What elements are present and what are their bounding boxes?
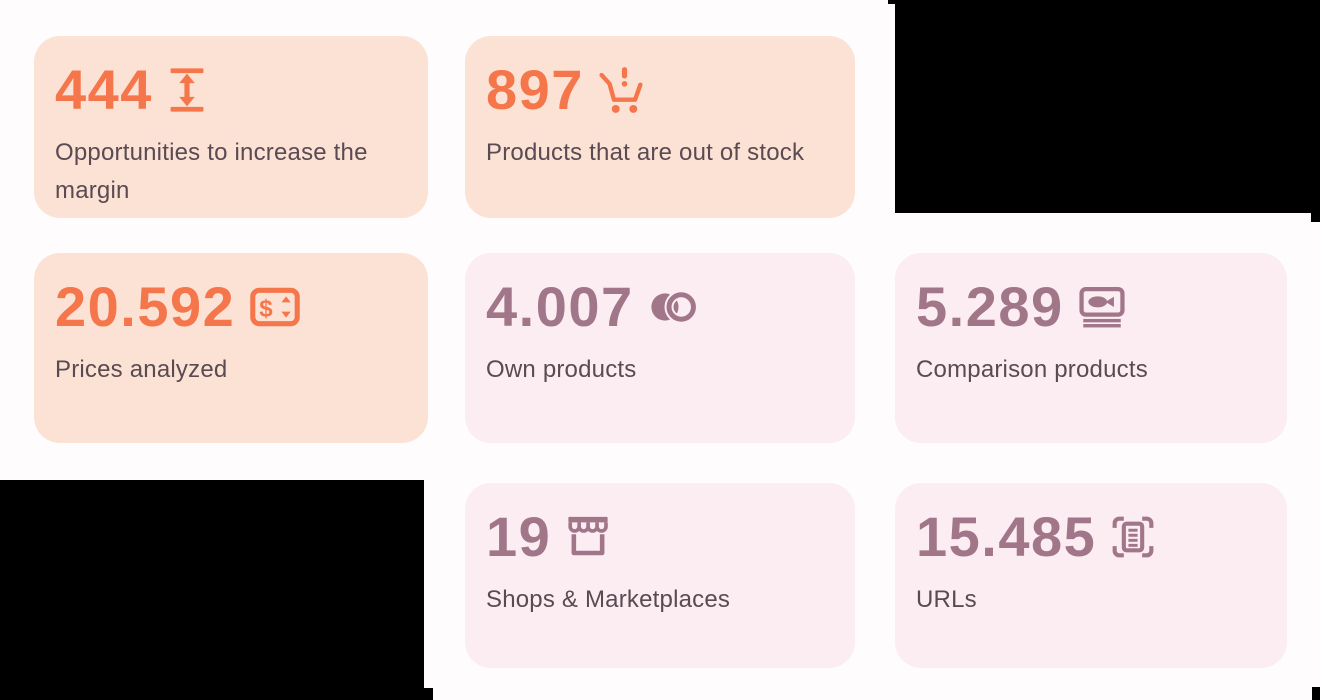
redaction-block-bottom-right-corner	[1312, 687, 1320, 700]
stat-card-own-products[interactable]: 4.007 Own products	[465, 253, 855, 443]
stat-value: 5.289	[916, 275, 1064, 338]
scan-document-icon	[1111, 515, 1155, 559]
stat-row: 19	[486, 505, 831, 569]
margin-arrows-icon	[168, 66, 206, 114]
stat-card-comparison-products[interactable]: 5.289 Comparison products	[895, 253, 1287, 443]
svg-text:$: $	[260, 295, 274, 322]
redaction-block-top-right	[895, 0, 1320, 213]
stat-row: 15.485	[916, 505, 1263, 569]
stat-value: 897	[486, 58, 584, 121]
overlapping-circles-icon	[649, 288, 699, 326]
storefront-icon	[566, 516, 610, 558]
stat-row: 5.289	[916, 275, 1263, 339]
stat-card-shops-marketplaces[interactable]: 19 Shops & Marketplaces	[465, 483, 855, 668]
price-tag-icon: $	[250, 287, 301, 327]
stat-value: 15.485	[916, 505, 1097, 568]
stat-row: 444	[55, 58, 404, 122]
stat-label: Prices analyzed	[55, 356, 228, 383]
out-of-stock-cart-icon	[599, 66, 643, 114]
stat-card-out-of-stock[interactable]: 897 Products that are out of stock	[465, 36, 855, 218]
stat-card-margin-opportunities[interactable]: 444 Opportunities to increase the margin	[34, 36, 428, 218]
stat-value: 20.592	[55, 275, 236, 338]
redaction-block-bottom-left	[0, 480, 424, 688]
stat-row: 20.592 $	[55, 275, 404, 339]
redaction-notch-top	[888, 0, 895, 4]
stat-card-urls[interactable]: 15.485 URLs	[895, 483, 1287, 668]
stat-value: 19	[486, 505, 552, 568]
stat-label: Own products	[486, 356, 637, 383]
stat-label: Opportunities to increase the margin	[55, 139, 368, 204]
stat-card-prices-analyzed[interactable]: 20.592 $ Prices analyzed	[34, 253, 428, 443]
stat-row: 897	[486, 58, 831, 122]
redaction-tab-right	[1311, 213, 1320, 222]
stat-label: URLs	[916, 586, 977, 613]
stat-label: Products that are out of stock	[486, 139, 805, 166]
stat-row: 4.007	[486, 275, 831, 339]
product-image-icon	[1079, 286, 1125, 328]
stat-value: 444	[55, 58, 153, 121]
stat-label: Shops & Marketplaces	[486, 586, 731, 613]
stat-value: 4.007	[486, 275, 634, 338]
stat-label: Comparison products	[916, 356, 1148, 383]
redaction-strip-bottom	[0, 688, 433, 700]
